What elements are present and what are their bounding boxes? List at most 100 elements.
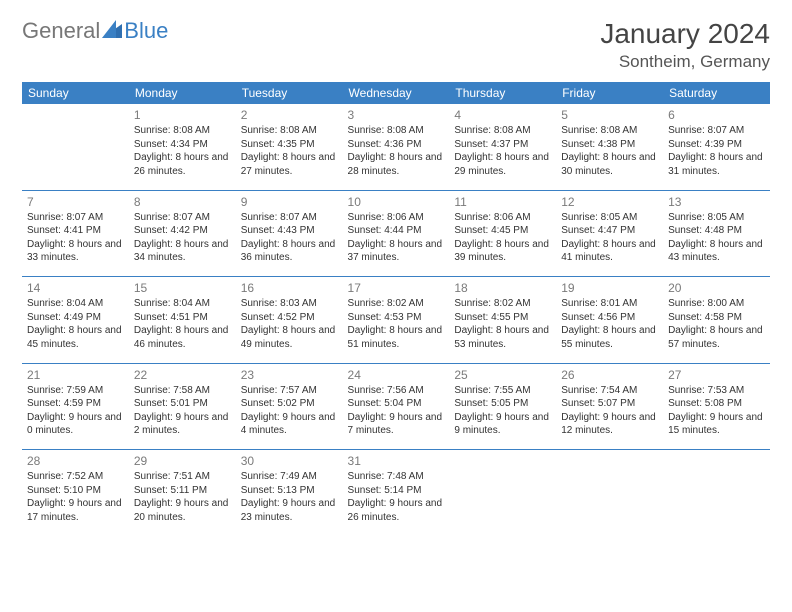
day-number: 9	[241, 194, 338, 210]
day-number: 20	[668, 280, 765, 296]
calendar-day: 14Sunrise: 8:04 AMSunset: 4:49 PMDayligh…	[22, 277, 129, 363]
calendar-week: 14Sunrise: 8:04 AMSunset: 4:49 PMDayligh…	[22, 277, 770, 363]
sunset-line: Sunset: 4:35 PM	[241, 138, 338, 152]
daylight-line: Daylight: 8 hours and 36 minutes.	[241, 238, 338, 265]
daylight-line: Daylight: 9 hours and 0 minutes.	[27, 411, 124, 438]
calendar-day: 11Sunrise: 8:06 AMSunset: 4:45 PMDayligh…	[449, 191, 556, 277]
day-number: 12	[561, 194, 658, 210]
day-number: 24	[348, 367, 445, 383]
daylight-line: Daylight: 8 hours and 28 minutes.	[348, 151, 445, 178]
daylight-line: Daylight: 9 hours and 17 minutes.	[27, 497, 124, 524]
calendar-day: 25Sunrise: 7:55 AMSunset: 5:05 PMDayligh…	[449, 364, 556, 450]
sunset-line: Sunset: 5:14 PM	[348, 484, 445, 498]
sunset-line: Sunset: 4:48 PM	[668, 224, 765, 238]
logo-icon	[102, 18, 122, 44]
day-number: 13	[668, 194, 765, 210]
sunset-line: Sunset: 5:02 PM	[241, 397, 338, 411]
calendar-day: 18Sunrise: 8:02 AMSunset: 4:55 PMDayligh…	[449, 277, 556, 363]
sunrise-line: Sunrise: 8:04 AM	[134, 297, 231, 311]
day-number: 16	[241, 280, 338, 296]
calendar-day: 3Sunrise: 8:08 AMSunset: 4:36 PMDaylight…	[343, 104, 450, 190]
logo: General Blue	[22, 18, 168, 44]
calendar-day: 8Sunrise: 8:07 AMSunset: 4:42 PMDaylight…	[129, 191, 236, 277]
calendar-day: 15Sunrise: 8:04 AMSunset: 4:51 PMDayligh…	[129, 277, 236, 363]
sunset-line: Sunset: 4:37 PM	[454, 138, 551, 152]
day-number: 3	[348, 107, 445, 123]
sunset-line: Sunset: 4:44 PM	[348, 224, 445, 238]
calendar-day	[449, 450, 556, 536]
day-number: 5	[561, 107, 658, 123]
sunset-line: Sunset: 4:42 PM	[134, 224, 231, 238]
sunrise-line: Sunrise: 8:07 AM	[134, 211, 231, 225]
sunrise-line: Sunrise: 7:49 AM	[241, 470, 338, 484]
calendar-day: 2Sunrise: 8:08 AMSunset: 4:35 PMDaylight…	[236, 104, 343, 190]
day-number: 11	[454, 194, 551, 210]
sunrise-line: Sunrise: 8:08 AM	[241, 124, 338, 138]
day-number: 27	[668, 367, 765, 383]
sunrise-line: Sunrise: 8:05 AM	[561, 211, 658, 225]
sunrise-line: Sunrise: 8:07 AM	[27, 211, 124, 225]
sunrise-line: Sunrise: 8:08 AM	[348, 124, 445, 138]
daylight-line: Daylight: 8 hours and 31 minutes.	[668, 151, 765, 178]
calendar-day: 21Sunrise: 7:59 AMSunset: 4:59 PMDayligh…	[22, 364, 129, 450]
sunset-line: Sunset: 4:49 PM	[27, 311, 124, 325]
title-block: January 2024 Sontheim, Germany	[600, 18, 770, 72]
sunrise-line: Sunrise: 7:57 AM	[241, 384, 338, 398]
daylight-line: Daylight: 9 hours and 12 minutes.	[561, 411, 658, 438]
sunrise-line: Sunrise: 7:51 AM	[134, 470, 231, 484]
weekday-header: Tuesday	[236, 82, 343, 104]
weekday-header: Friday	[556, 82, 663, 104]
daylight-line: Daylight: 9 hours and 2 minutes.	[134, 411, 231, 438]
brand-part1: General	[22, 18, 100, 44]
weekday-header: Saturday	[663, 82, 770, 104]
daylight-line: Daylight: 9 hours and 7 minutes.	[348, 411, 445, 438]
calendar-day: 27Sunrise: 7:53 AMSunset: 5:08 PMDayligh…	[663, 364, 770, 450]
sunset-line: Sunset: 4:43 PM	[241, 224, 338, 238]
sunrise-line: Sunrise: 8:06 AM	[348, 211, 445, 225]
calendar-day	[663, 450, 770, 536]
brand-part2: Blue	[124, 18, 168, 44]
day-number: 25	[454, 367, 551, 383]
daylight-line: Daylight: 8 hours and 26 minutes.	[134, 151, 231, 178]
sunrise-line: Sunrise: 8:01 AM	[561, 297, 658, 311]
month-title: January 2024	[600, 18, 770, 50]
sunrise-line: Sunrise: 8:02 AM	[454, 297, 551, 311]
day-number: 29	[134, 453, 231, 469]
calendar-day: 17Sunrise: 8:02 AMSunset: 4:53 PMDayligh…	[343, 277, 450, 363]
day-number: 17	[348, 280, 445, 296]
daylight-line: Daylight: 8 hours and 55 minutes.	[561, 324, 658, 351]
daylight-line: Daylight: 8 hours and 49 minutes.	[241, 324, 338, 351]
daylight-line: Daylight: 9 hours and 20 minutes.	[134, 497, 231, 524]
day-number: 7	[27, 194, 124, 210]
sunset-line: Sunset: 5:13 PM	[241, 484, 338, 498]
day-number: 28	[27, 453, 124, 469]
day-number: 8	[134, 194, 231, 210]
sunrise-line: Sunrise: 8:08 AM	[134, 124, 231, 138]
calendar-day: 4Sunrise: 8:08 AMSunset: 4:37 PMDaylight…	[449, 104, 556, 190]
day-number: 4	[454, 107, 551, 123]
sunrise-line: Sunrise: 7:59 AM	[27, 384, 124, 398]
daylight-line: Daylight: 8 hours and 37 minutes.	[348, 238, 445, 265]
calendar-day: 1Sunrise: 8:08 AMSunset: 4:34 PMDaylight…	[129, 104, 236, 190]
day-number: 2	[241, 107, 338, 123]
daylight-line: Daylight: 8 hours and 33 minutes.	[27, 238, 124, 265]
sunset-line: Sunset: 4:34 PM	[134, 138, 231, 152]
sunrise-line: Sunrise: 8:08 AM	[561, 124, 658, 138]
sunset-line: Sunset: 5:07 PM	[561, 397, 658, 411]
header: General Blue January 2024 Sontheim, Germ…	[22, 18, 770, 72]
day-number: 23	[241, 367, 338, 383]
calendar-day	[556, 450, 663, 536]
calendar-day: 20Sunrise: 8:00 AMSunset: 4:58 PMDayligh…	[663, 277, 770, 363]
daylight-line: Daylight: 8 hours and 30 minutes.	[561, 151, 658, 178]
day-number: 31	[348, 453, 445, 469]
daylight-line: Daylight: 8 hours and 53 minutes.	[454, 324, 551, 351]
sunrise-line: Sunrise: 8:07 AM	[668, 124, 765, 138]
sunset-line: Sunset: 4:51 PM	[134, 311, 231, 325]
sunrise-line: Sunrise: 8:00 AM	[668, 297, 765, 311]
sunrise-line: Sunrise: 7:48 AM	[348, 470, 445, 484]
calendar-week: 7Sunrise: 8:07 AMSunset: 4:41 PMDaylight…	[22, 191, 770, 277]
calendar-week: 1Sunrise: 8:08 AMSunset: 4:34 PMDaylight…	[22, 104, 770, 190]
sunrise-line: Sunrise: 8:07 AM	[241, 211, 338, 225]
daylight-line: Daylight: 9 hours and 26 minutes.	[348, 497, 445, 524]
sunrise-line: Sunrise: 8:03 AM	[241, 297, 338, 311]
